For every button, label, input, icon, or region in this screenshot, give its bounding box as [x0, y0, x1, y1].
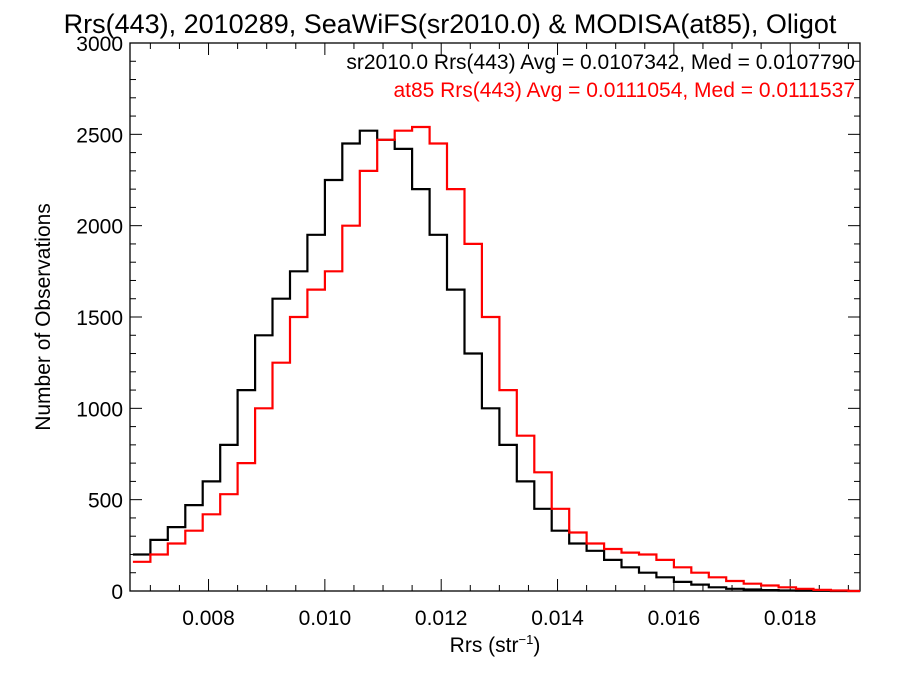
x-tick-label: 0.016: [648, 607, 701, 630]
y-tick-label: 3000: [76, 33, 123, 56]
series-layer: [132, 125, 860, 593]
x-tick-label: 0.014: [531, 607, 584, 630]
x-axis-label-close: ): [533, 634, 540, 657]
y-tick-label: 1500: [76, 307, 123, 330]
y-axis-label: Number of Observations: [32, 203, 55, 431]
series-line-at85: [132, 125, 860, 593]
y-tick-label: 2000: [76, 216, 123, 239]
x-axis-label-main: Rrs (str: [450, 634, 519, 657]
x-tick-label: 0.010: [299, 607, 352, 630]
legend-entry-at85: at85 Rrs(443) Avg = 0.0111054, Med = 0.0…: [393, 79, 855, 102]
ticks-layer: 0.008 0.010 0.012 0.014 0.016 0.018 0 500 1000 15…: [76, 33, 860, 630]
x-axis-label-exponent: −1: [519, 632, 534, 647]
chart-title: Rrs(443), 2010289, SeaWiFS(sr2010.0) & M…: [64, 9, 837, 39]
x-axis-label: Rrs (str−1): [450, 632, 541, 657]
y-tick-label: 1000: [76, 398, 123, 421]
series-line-sr2010: [132, 129, 860, 593]
y-tick-label: 500: [88, 490, 123, 513]
y-tick-label: 0: [111, 581, 123, 604]
x-tick-label: 0.012: [415, 607, 468, 630]
legend-entry-sr2010: sr2010.0 Rrs(443) Avg = 0.0107342, Med =…: [346, 51, 855, 74]
x-tick-label: 0.018: [764, 607, 817, 630]
x-tick-label: 0.008: [182, 607, 235, 630]
y-tick-label: 2500: [76, 124, 123, 147]
